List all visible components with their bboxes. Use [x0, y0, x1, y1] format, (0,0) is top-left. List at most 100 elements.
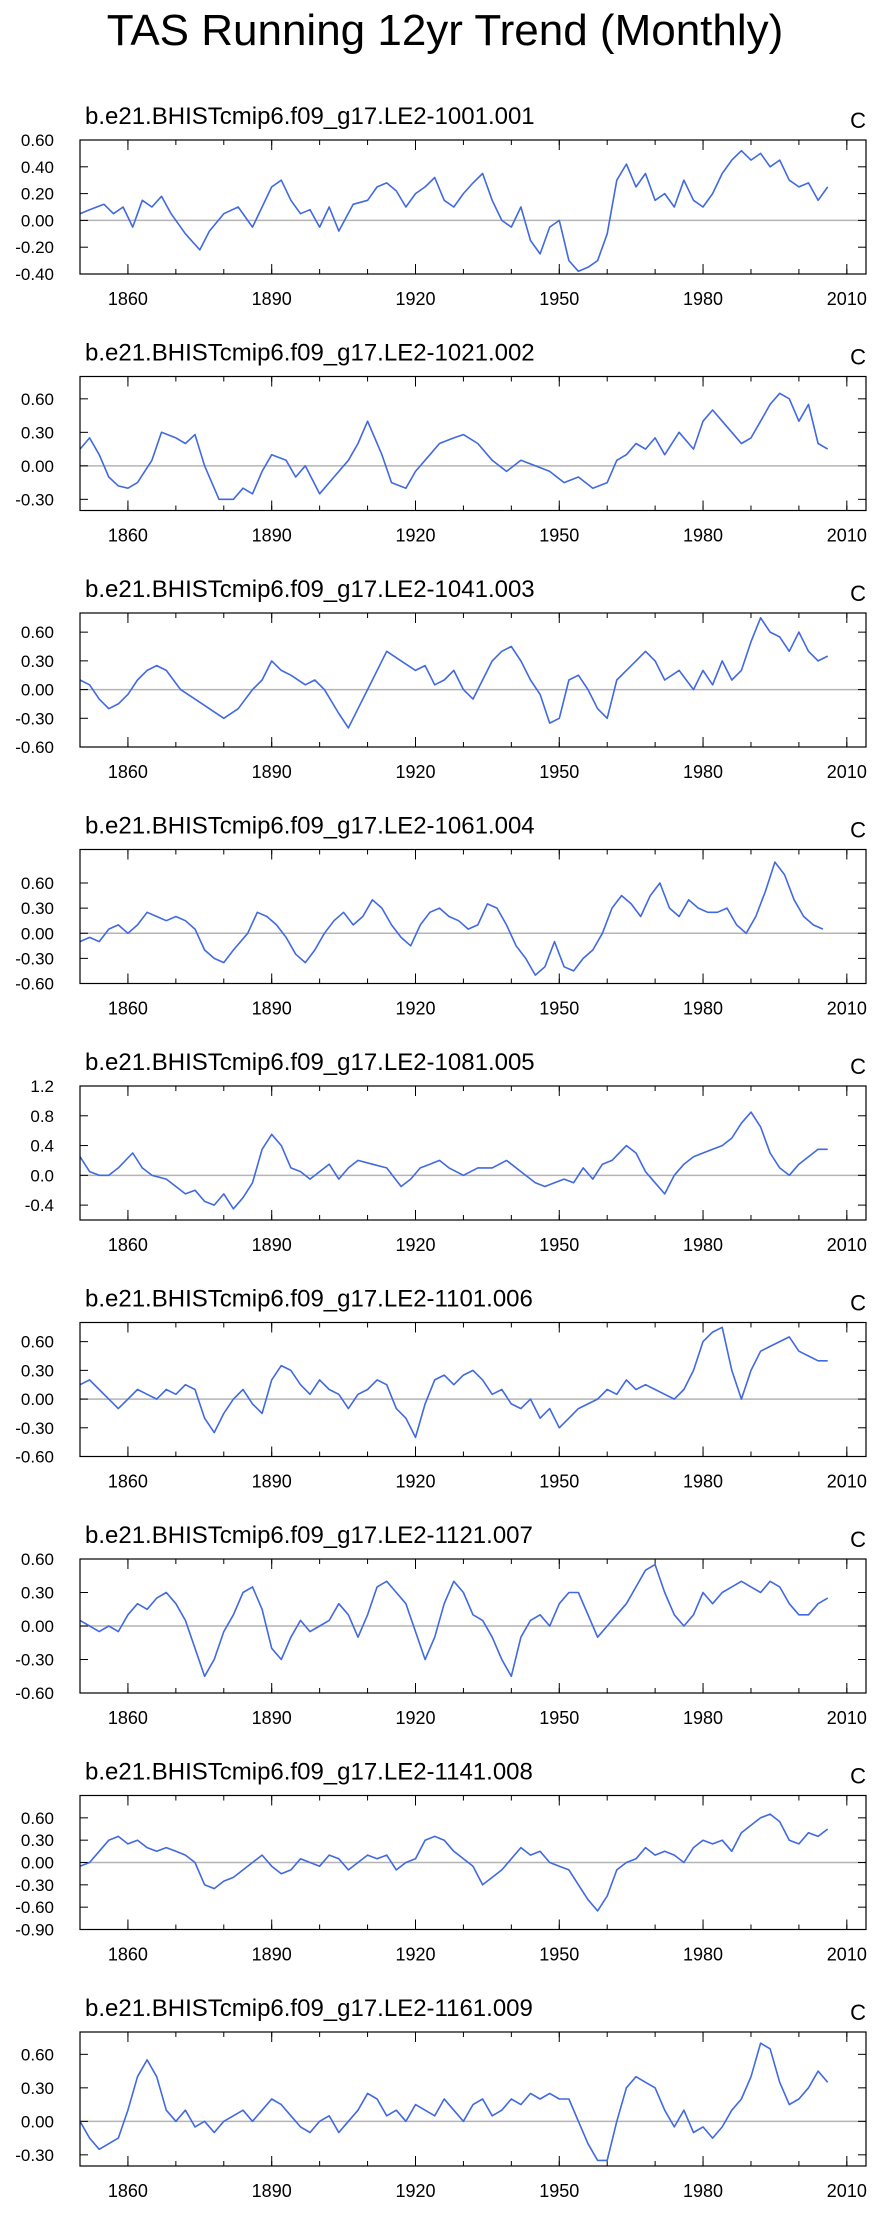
panel-9: b.e21.BHISTcmip6.f09_g17.LE2-1161.009 C 0.…	[15, 1995, 867, 2201]
x-tick-label: 2010	[827, 526, 867, 546]
panel-title: b.e21.BHISTcmip6.f09_g17.LE2-1021.002	[85, 340, 535, 367]
y-tick-label: 0.40	[21, 158, 54, 177]
x-tick-label: 1860	[108, 2181, 148, 2201]
y-tick-label: 0.00	[21, 2112, 54, 2131]
panel-title: b.e21.BHISTcmip6.f09_g17.LE2-1161.009	[85, 1995, 533, 2022]
y-tick-label: 0.00	[21, 1390, 54, 1409]
x-tick-label: 2010	[827, 2181, 867, 2201]
y-tick-label: 0.30	[21, 1831, 54, 1850]
x-tick-label: 1860	[108, 289, 148, 309]
x-tick-label: 1890	[252, 526, 292, 546]
plot-frame	[79, 612, 867, 748]
plot-frame	[79, 1085, 867, 1221]
x-tick-label: 1980	[683, 526, 723, 546]
y-tick-label: -0.60	[15, 1448, 54, 1467]
plot-frame	[79, 375, 867, 512]
units-label: C	[850, 1291, 866, 1316]
x-tick-label: 1890	[252, 2181, 292, 2201]
y-tick-label: 0.8	[30, 1107, 54, 1126]
y-tick-label: -0.30	[15, 709, 54, 728]
x-tick-label: 1860	[108, 1472, 148, 1492]
x-tick-label: 1950	[539, 289, 579, 309]
y-tick-label: 0.00	[21, 681, 54, 700]
x-tick-label: 1890	[252, 289, 292, 309]
x-tick-label: 2010	[827, 1235, 867, 1255]
x-tick-label: 1920	[395, 289, 435, 309]
x-tick-label: 2010	[827, 999, 867, 1019]
panel-title: b.e21.BHISTcmip6.f09_g17.LE2-1101.006	[85, 1286, 533, 1313]
y-tick-label: 0.00	[21, 924, 54, 943]
x-tick-label: 1980	[683, 2181, 723, 2201]
y-tick-label: -0.90	[15, 1921, 54, 1940]
panel-6: b.e21.BHISTcmip6.f09_g17.LE2-1101.006 C 0.…	[15, 1286, 867, 1492]
y-tick-label: -0.20	[15, 238, 54, 257]
panel-title: b.e21.BHISTcmip6.f09_g17.LE2-1121.007	[85, 1522, 533, 1549]
plot-frame	[79, 1321, 867, 1458]
series-line	[79, 1813, 829, 1912]
x-tick-label: 1920	[395, 1708, 435, 1728]
x-tick-label: 1980	[683, 762, 723, 782]
x-tick-label: 1980	[683, 999, 723, 1019]
x-tick-label: 1980	[683, 1945, 723, 1965]
x-tick-label: 2010	[827, 762, 867, 782]
x-tick-label: 1920	[395, 1945, 435, 1965]
panel-title: b.e21.BHISTcmip6.f09_g17.LE2-1081.005	[85, 1049, 535, 1076]
x-tick-label: 1980	[683, 1235, 723, 1255]
panel-title: b.e21.BHISTcmip6.f09_g17.LE2-1041.003	[85, 576, 535, 603]
panel-2: b.e21.BHISTcmip6.f09_g17.LE2-1021.002 C 0.…	[15, 340, 867, 546]
x-tick-label: 1890	[252, 1235, 292, 1255]
x-tick-label: 1890	[252, 762, 292, 782]
units-label: C	[850, 581, 866, 606]
y-tick-label: -0.30	[15, 1876, 54, 1895]
x-tick-label: 1950	[539, 1472, 579, 1492]
x-tick-label: 1920	[395, 526, 435, 546]
y-tick-label: -0.40	[15, 265, 54, 284]
x-tick-label: 1860	[108, 1708, 148, 1728]
y-tick-label: -0.4	[25, 1196, 54, 1215]
x-tick-label: 1980	[683, 289, 723, 309]
x-tick-label: 1920	[395, 1235, 435, 1255]
y-tick-label: -0.30	[15, 2146, 54, 2165]
x-tick-label: 1950	[539, 2181, 579, 2201]
y-tick-label: 0.00	[21, 1617, 54, 1636]
panel-8: b.e21.BHISTcmip6.f09_g17.LE2-1141.008 C 0.…	[15, 1759, 867, 1965]
y-tick-label: 0.00	[21, 211, 54, 230]
series-line	[79, 2042, 829, 2162]
panel-title: b.e21.BHISTcmip6.f09_g17.LE2-1001.001	[85, 103, 535, 130]
y-tick-label: 0.60	[21, 131, 54, 150]
panel-5: b.e21.BHISTcmip6.f09_g17.LE2-1081.005 C 1.…	[25, 1049, 867, 1255]
y-tick-label: 0.00	[21, 457, 54, 476]
y-tick-label: -0.60	[15, 1898, 54, 1917]
x-tick-label: 1860	[108, 1945, 148, 1965]
series-line	[79, 1326, 828, 1439]
units-label: C	[850, 108, 866, 133]
x-tick-label: 1950	[539, 1235, 579, 1255]
units-label: C	[850, 345, 866, 370]
y-tick-label: -0.30	[15, 1419, 54, 1438]
y-tick-label: 0.60	[21, 1550, 54, 1569]
y-tick-label: 0.60	[21, 1809, 54, 1828]
units-label: C	[850, 2000, 866, 2025]
panel-1: b.e21.BHISTcmip6.f09_g17.LE2-1001.001 C 0.…	[15, 103, 867, 309]
x-tick-label: 1980	[683, 1472, 723, 1492]
x-tick-label: 1860	[108, 526, 148, 546]
plot-frame	[79, 139, 867, 275]
x-tick-label: 1950	[539, 1945, 579, 1965]
y-tick-label: -0.30	[15, 490, 54, 509]
panel-7: b.e21.BHISTcmip6.f09_g17.LE2-1121.007 C 0.…	[15, 1522, 867, 1728]
series-line	[79, 1563, 829, 1678]
x-tick-label: 1950	[539, 999, 579, 1019]
x-tick-label: 1920	[395, 2181, 435, 2201]
x-tick-label: 1860	[108, 1235, 148, 1255]
x-tick-label: 2010	[827, 289, 867, 309]
y-tick-label: 0.4	[30, 1137, 54, 1156]
series-line	[79, 861, 824, 976]
y-tick-label: 0.0	[30, 1166, 54, 1185]
x-tick-label: 2010	[827, 1945, 867, 1965]
y-tick-label: 0.60	[21, 623, 54, 642]
y-tick-label: -0.60	[15, 1684, 54, 1703]
x-tick-label: 1890	[252, 1472, 292, 1492]
y-tick-label: -0.30	[15, 1651, 54, 1670]
series-line	[79, 149, 829, 273]
